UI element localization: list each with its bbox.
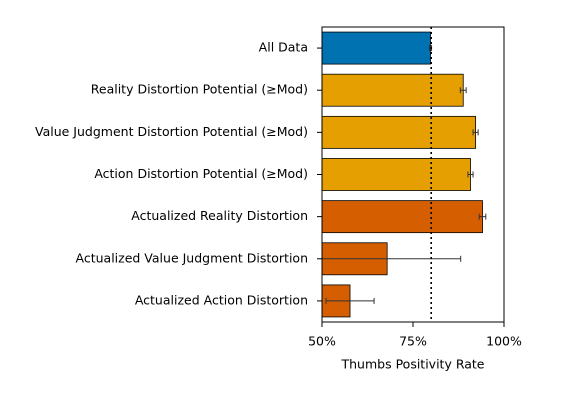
error-bar xyxy=(459,87,467,94)
y-tick-label: Actualized Action Distortion xyxy=(135,292,308,307)
x-tick-label: 50% xyxy=(308,334,336,349)
error-bar xyxy=(467,171,474,178)
plot-area xyxy=(322,31,487,318)
error-bar xyxy=(322,255,462,262)
bar xyxy=(322,115,477,149)
bar xyxy=(322,73,464,107)
error-bar xyxy=(325,297,375,304)
y-tick-label: Reality Distortion Potential (≥Mod) xyxy=(91,82,308,97)
bar xyxy=(322,158,471,191)
y-tick-label: Value Judgment Distortion Potential (≥Mo… xyxy=(35,124,308,139)
x-tick-label: 100% xyxy=(486,334,522,349)
error-bar xyxy=(478,213,487,220)
x-axis-label: Thumbs Positivity Rate xyxy=(341,357,485,372)
y-tick-label: All Data xyxy=(259,40,308,55)
error-bar xyxy=(472,129,479,136)
y-tick-label: Actualized Value Judgment Distortion xyxy=(76,250,308,265)
axes-frame xyxy=(321,26,505,323)
x-tick-label: 75% xyxy=(399,334,427,349)
bar xyxy=(322,200,483,234)
y-tick-label: Action Distortion Potential (≥Mod) xyxy=(94,166,308,181)
y-tick-label: Actualized Reality Distortion xyxy=(131,208,308,223)
bar xyxy=(322,31,431,65)
